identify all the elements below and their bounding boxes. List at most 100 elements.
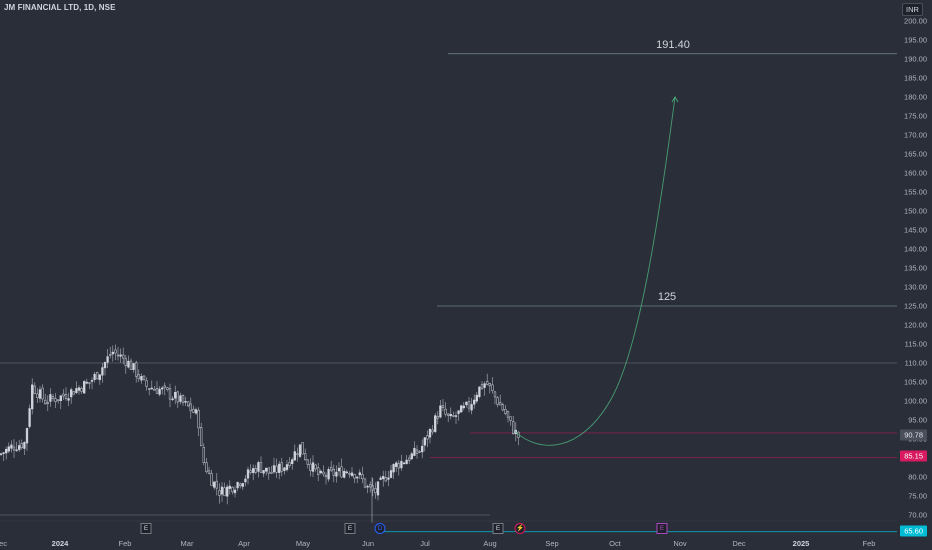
candle-body: [350, 472, 354, 476]
time-tick-label: Sep: [545, 539, 559, 548]
candle-body: [486, 381, 489, 385]
candle-body: [90, 380, 94, 382]
candle-body: [285, 464, 289, 470]
earnings-event-icon[interactable]: E: [492, 523, 504, 534]
symbol-title[interactable]: JM FINANCIAL LTD, 1D, NSE: [4, 3, 116, 12]
candle-body: [467, 401, 471, 409]
candle-body: [127, 360, 130, 368]
candle-body: [171, 398, 174, 401]
price-tick-label: 110.00: [904, 358, 927, 368]
candle-body: [148, 388, 151, 390]
candle-body: [194, 409, 198, 414]
price-tick-label: 125.00: [904, 301, 927, 311]
candle-body: [491, 384, 494, 391]
candle-body: [239, 483, 242, 486]
candle-body: [447, 413, 450, 416]
candle-body: [465, 401, 468, 406]
candle-body: [192, 408, 195, 413]
candle-body: [228, 485, 231, 489]
candle-body: [512, 421, 515, 434]
candle-body: [431, 429, 434, 433]
candle-body: [10, 444, 13, 449]
candle-body: [161, 387, 164, 390]
candle-body: [475, 394, 478, 402]
candle-body: [499, 402, 502, 406]
candle-body: [12, 446, 16, 451]
candle-body: [163, 385, 166, 388]
candle-body: [51, 396, 55, 399]
time-tick-label: Feb: [862, 539, 876, 548]
candle-body: [207, 470, 211, 474]
price-tick-label: 175.00: [904, 111, 927, 121]
candle-body: [75, 388, 78, 393]
candle-body: [327, 469, 330, 480]
candle-body: [296, 453, 299, 456]
candle-body: [132, 363, 135, 370]
dividend-event-icon[interactable]: D: [374, 523, 386, 534]
time-tick-label: Mar: [180, 539, 194, 548]
candle-body: [80, 388, 83, 392]
future-earnings-event-icon[interactable]: E: [656, 523, 668, 534]
candle-body: [426, 435, 429, 440]
candle-body: [83, 381, 86, 394]
candle-body: [366, 485, 369, 488]
candle-body: [124, 358, 127, 366]
candle-body: [231, 486, 234, 493]
candle-body: [413, 447, 416, 456]
candle-body: [181, 395, 185, 403]
candle-body: [7, 446, 10, 452]
candle-body: [176, 391, 179, 403]
candle-body: [62, 393, 65, 397]
candle-body: [389, 470, 393, 478]
time-tick-label: Apr: [238, 539, 250, 548]
candle-body: [387, 477, 390, 480]
currency-badge[interactable]: INR: [902, 3, 923, 16]
candle-body: [252, 468, 255, 474]
candle-body: [376, 481, 380, 496]
split-event-icon[interactable]: ⚡: [514, 523, 526, 534]
candle-body: [478, 386, 481, 397]
candle-body: [340, 466, 343, 478]
time-tick-label: Nov: [673, 539, 687, 548]
candle-body: [337, 467, 341, 472]
price-tick-label: 95.00: [908, 415, 927, 425]
candle-body: [20, 443, 23, 448]
candle-body: [28, 408, 31, 427]
time-tick-label: Feb: [118, 539, 132, 548]
price-tick-label: 165.00: [904, 149, 927, 159]
candle-body: [135, 362, 138, 377]
candle-body: [259, 462, 263, 473]
candle-body: [267, 467, 270, 474]
candle-body: [142, 375, 146, 380]
candle-body: [220, 486, 224, 495]
cyan-price-tag: 65.60: [900, 525, 927, 537]
time-tick-label: 2024: [51, 539, 69, 548]
candle-body: [293, 451, 296, 461]
candle-body: [382, 476, 385, 480]
last-price-tag: 90.78: [900, 429, 927, 441]
price-tick-label: 75.00: [908, 491, 927, 501]
candle-body: [189, 403, 192, 412]
earnings-event-icon[interactable]: E: [140, 523, 152, 534]
candle-body: [213, 481, 216, 488]
candle-body: [2, 452, 5, 454]
candle-body: [470, 404, 473, 411]
candle-body: [257, 462, 260, 472]
candle-body: [330, 466, 333, 471]
price-tick-label: 105.00: [904, 377, 927, 387]
candle-body: [119, 354, 122, 357]
price-tick-label: 155.00: [904, 187, 927, 197]
candle-body: [145, 380, 148, 387]
candle-body: [408, 457, 411, 461]
candle-body: [59, 395, 62, 402]
projection-arrow: [671, 96, 679, 103]
candle-body: [493, 391, 497, 398]
candle-body: [49, 394, 52, 402]
earnings-event-icon[interactable]: E: [344, 523, 356, 534]
candle-body: [137, 374, 140, 379]
candle-body: [462, 405, 465, 409]
candle-body: [304, 453, 307, 461]
candle-body: [402, 462, 406, 465]
